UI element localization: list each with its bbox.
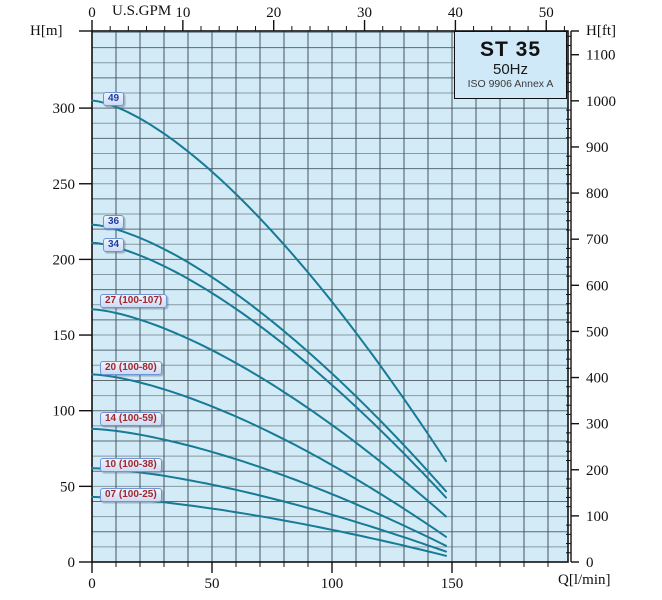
right-axis-tick-label: 800 (586, 186, 609, 202)
left-axis-tick-label: 250 (53, 177, 76, 193)
top-axis-tick-label: 30 (357, 5, 372, 21)
plot-border (91, 30, 569, 563)
top-axis-unit-label: U.S.GPM (112, 3, 172, 19)
right-axis-tick-label: 100 (586, 509, 609, 525)
top-axis-tick-label: 0 (88, 5, 96, 21)
top-axis-tick-label: 50 (539, 5, 554, 21)
pump-curve-10 (91, 467, 447, 553)
left-axis-tick-label: 50 (60, 479, 75, 495)
right-axis-tick-label: 200 (586, 463, 609, 479)
curve-label-14: 14 (100-59) (100, 412, 162, 426)
left-axis-tick-label: 100 (53, 404, 76, 420)
right-axis-tick-label: 600 (586, 278, 609, 294)
right-axis-tick-label: 900 (586, 140, 609, 156)
pump-model: ST 35 (479, 38, 542, 62)
pump-curve-14 (91, 427, 447, 547)
right-axis-tick-label: 300 (586, 417, 609, 433)
right-axis-tick-label: 400 (586, 371, 609, 387)
curve-label-10: 10 (100-38) (100, 458, 162, 472)
bottom-axis-tick-label: 0 (88, 576, 96, 592)
plot-area (92, 31, 568, 562)
pump-curve-36 (91, 223, 447, 493)
curve-label-34: 34 (103, 238, 125, 252)
right-axis-tick-label: 1000 (586, 94, 616, 110)
curve-label-27: 27 (100-107) (100, 294, 168, 308)
right-axis-tick-label: 0 (586, 555, 594, 571)
test-standard: ISO 9906 Annex A (467, 78, 554, 91)
left-axis-tick-label: 300 (53, 101, 76, 117)
right-axis-tick-label: 700 (586, 232, 609, 248)
pump-curve-20 (91, 373, 447, 538)
title-box: ST 35 50Hz ISO 9906 Annex A (454, 31, 567, 99)
left-axis-tick-label: 200 (53, 252, 76, 268)
bottom-axis-tick-label: 100 (321, 576, 344, 592)
right-axis-tick-label: 500 (586, 324, 609, 340)
pump-curve-34 (91, 241, 447, 499)
left-axis-tick-label: 0 (68, 555, 76, 571)
curve-label-20: 20 (100-80) (100, 361, 162, 375)
top-axis-tick-label: 40 (448, 5, 463, 21)
curve-label-36: 36 (103, 215, 125, 229)
left-axis-unit-label: H[m] (30, 23, 63, 39)
left-axis-tick-label: 150 (53, 328, 76, 344)
curve-label-07: 07 (100-25) (100, 488, 162, 502)
bottom-axis-unit-label: Q[l/min] (558, 572, 611, 588)
pump-curve-27 (91, 308, 447, 518)
right-axis-tick-label: 1100 (586, 48, 615, 64)
right-axis-unit-label: H[ft] (586, 23, 616, 39)
bottom-axis-tick-label: 50 (205, 576, 220, 592)
pump-frequency: 50Hz (492, 61, 529, 79)
bottom-axis-tick-label: 150 (441, 576, 464, 592)
curve-label-49: 49 (103, 92, 125, 106)
pump-curve-49 (91, 99, 447, 463)
top-axis-tick-label: 10 (175, 5, 190, 21)
top-axis-tick-label: 20 (266, 5, 281, 21)
